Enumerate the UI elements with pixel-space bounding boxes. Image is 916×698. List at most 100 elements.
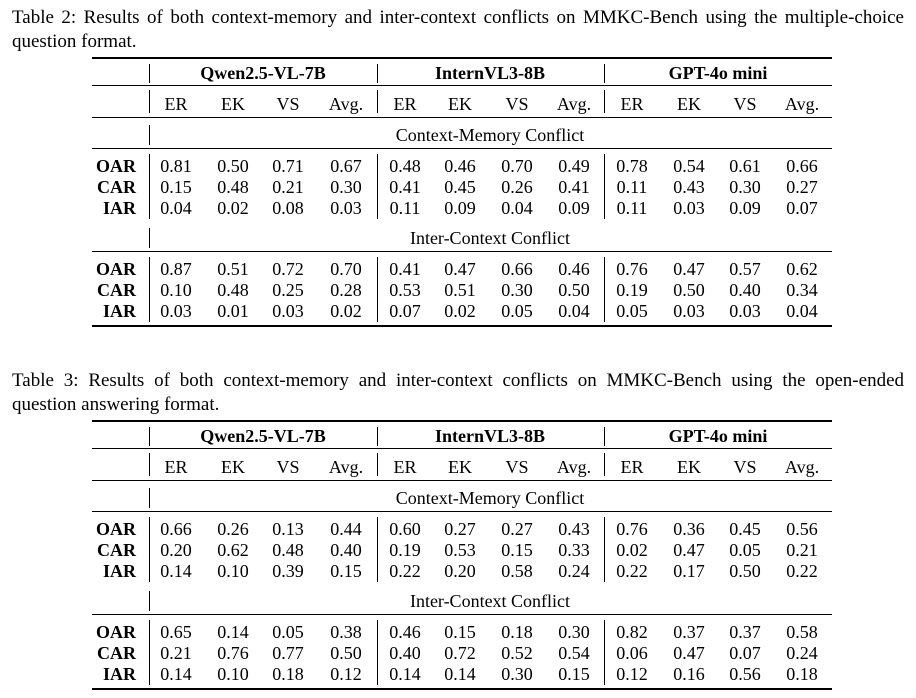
- section-title: Context-Memory Conflict: [395, 488, 585, 508]
- table-cell: 0.50: [217, 156, 249, 176]
- column-separator: [377, 427, 378, 446]
- table-cell: 0.05: [272, 622, 304, 642]
- column-separator: [604, 154, 605, 219]
- row-label: IAR: [102, 561, 136, 581]
- table-cell: 0.12: [330, 664, 362, 684]
- table-cell: 0.17: [673, 561, 705, 581]
- table-cell: 0.58: [786, 622, 818, 642]
- metric-header: ER: [620, 94, 644, 114]
- table-cell: 0.48: [272, 540, 304, 560]
- column-separator: [377, 257, 378, 322]
- metric-header: Avg.: [784, 94, 820, 114]
- table-cell: 0.21: [786, 540, 818, 560]
- table-cell: 0.78: [616, 156, 648, 176]
- row-label: OAR: [96, 622, 136, 642]
- table-cell: 0.14: [444, 664, 476, 684]
- table-cell: 0.30: [558, 622, 590, 642]
- metric-rule: [92, 117, 832, 118]
- table-cell: 0.24: [558, 561, 590, 581]
- section-title: Context-Memory Conflict: [395, 125, 585, 145]
- column-separator: [377, 517, 378, 582]
- column-separator: [149, 517, 150, 582]
- table-cell: 0.15: [558, 664, 590, 684]
- column-separator: [604, 453, 605, 476]
- column-separator: [604, 517, 605, 582]
- table-cell: 0.51: [444, 280, 476, 300]
- table-cell: 0.77: [272, 643, 304, 663]
- top-rule: [92, 420, 832, 422]
- table-cell: 0.08: [272, 198, 304, 218]
- table-cell: 0.43: [558, 519, 590, 539]
- column-separator: [149, 154, 150, 219]
- table-cell: 0.33: [558, 540, 590, 560]
- metric-header: EK: [677, 457, 701, 477]
- table-cell: 0.61: [729, 156, 761, 176]
- table-cell: 0.05: [501, 301, 533, 321]
- table-cell: 0.47: [673, 643, 705, 663]
- table-cell: 0.11: [389, 198, 421, 218]
- table-cell: 0.27: [786, 177, 818, 197]
- table-cell: 0.30: [501, 664, 533, 684]
- metric-header: VS: [276, 457, 300, 477]
- table-cell: 0.76: [217, 643, 249, 663]
- table-cell: 0.07: [786, 198, 818, 218]
- table-cell: 0.37: [673, 622, 705, 642]
- metric-header: VS: [276, 94, 300, 114]
- table-cell: 0.72: [444, 643, 476, 663]
- bottom-rule: [92, 325, 832, 327]
- section-rule: [92, 251, 832, 252]
- table-cell: 0.18: [786, 664, 818, 684]
- table-cell: 0.22: [616, 561, 648, 581]
- column-separator: [149, 427, 150, 446]
- table-cell: 0.47: [673, 540, 705, 560]
- table-cell: 0.36: [673, 519, 705, 539]
- table-cell: 0.57: [729, 259, 761, 279]
- table-cell: 0.11: [616, 198, 648, 218]
- table-cell: 0.04: [558, 301, 590, 321]
- table-cell: 0.67: [330, 156, 362, 176]
- table-cell: 0.54: [673, 156, 705, 176]
- table-cell: 0.04: [501, 198, 533, 218]
- table-cell: 0.76: [616, 519, 648, 539]
- table-cell: 0.48: [389, 156, 421, 176]
- table-cell: 0.43: [673, 177, 705, 197]
- row-label: IAR: [102, 198, 136, 218]
- table-cell: 0.45: [444, 177, 476, 197]
- table-cell: 0.53: [444, 540, 476, 560]
- column-separator: [149, 620, 150, 685]
- table-cell: 0.10: [160, 280, 192, 300]
- table-cell: 0.16: [673, 664, 705, 684]
- table-cell: 0.14: [160, 664, 192, 684]
- table-cell: 0.21: [160, 643, 192, 663]
- metric-header: EK: [221, 94, 245, 114]
- table-cell: 0.09: [729, 198, 761, 218]
- row-label: CAR: [97, 643, 136, 663]
- column-separator: [377, 64, 378, 83]
- table-cell: 0.41: [389, 259, 421, 279]
- table-cell: 0.03: [330, 198, 362, 218]
- table-cell: 0.40: [389, 643, 421, 663]
- table-cell: 0.01: [217, 301, 249, 321]
- table-caption: Table 3: Results of both context-memory …: [12, 370, 904, 415]
- table-cell: 0.70: [330, 259, 362, 279]
- table-cell: 0.09: [558, 198, 590, 218]
- table-cell: 0.41: [558, 177, 590, 197]
- section-rule: [92, 511, 832, 512]
- metric-header: EK: [677, 94, 701, 114]
- table-cell: 0.81: [160, 156, 192, 176]
- table-cell: 0.47: [444, 259, 476, 279]
- metric-header: VS: [505, 94, 529, 114]
- table-cell: 0.30: [330, 177, 362, 197]
- metric-header: ER: [164, 457, 188, 477]
- table-cell: 0.82: [616, 622, 648, 642]
- metric-header: VS: [733, 94, 757, 114]
- column-separator: [377, 453, 378, 476]
- table-cell: 0.62: [217, 540, 249, 560]
- table-cell: 0.53: [389, 280, 421, 300]
- table-cell: 0.48: [217, 177, 249, 197]
- table-cell: 0.52: [501, 643, 533, 663]
- bottom-rule: [92, 688, 832, 690]
- column-separator: [377, 90, 378, 113]
- table-caption: Table 2: Results of both context-memory …: [12, 7, 904, 52]
- row-label: OAR: [96, 259, 136, 279]
